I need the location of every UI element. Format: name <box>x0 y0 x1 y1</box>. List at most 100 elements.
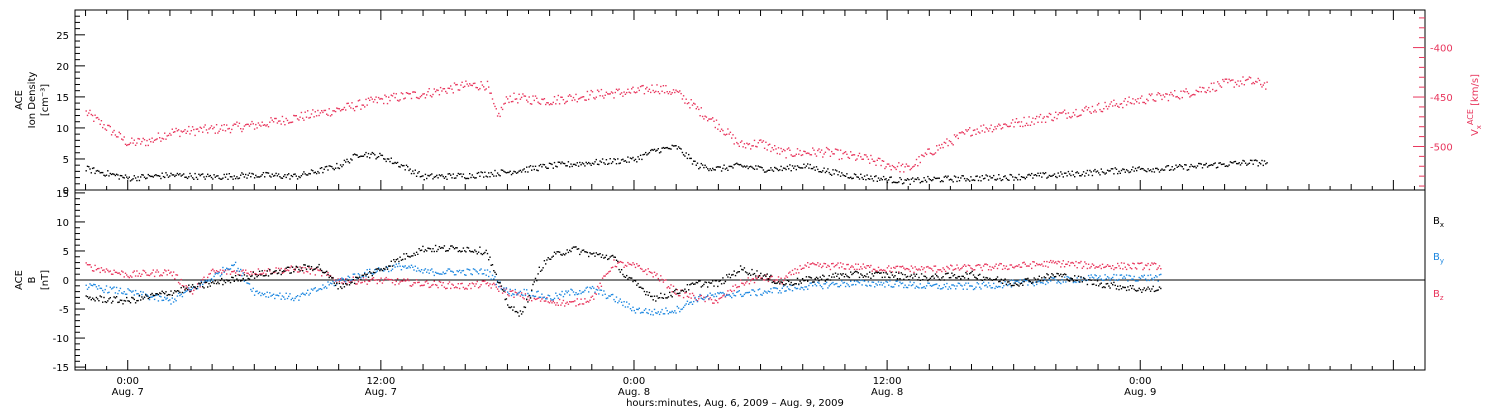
data-point <box>739 265 742 267</box>
data-point <box>205 175 208 178</box>
data-point <box>1001 287 1004 289</box>
data-point <box>1048 174 1051 177</box>
data-point <box>738 271 740 273</box>
data-point <box>1190 163 1192 166</box>
data-point <box>1142 168 1144 170</box>
data-point <box>1220 86 1223 88</box>
data-point <box>1085 279 1087 281</box>
data-point <box>194 286 196 288</box>
data-point <box>290 121 292 124</box>
data-point <box>1024 178 1026 180</box>
data-point <box>517 292 519 295</box>
data-point <box>963 133 966 135</box>
data-point <box>485 88 487 90</box>
data-point <box>434 244 437 247</box>
data-point <box>524 306 527 309</box>
data-point <box>496 288 499 290</box>
data-point <box>696 300 699 302</box>
data-point <box>609 158 611 160</box>
data-point <box>571 247 573 249</box>
data-point <box>475 177 477 179</box>
data-point <box>367 276 370 278</box>
data-point <box>857 281 859 283</box>
data-point <box>262 272 265 274</box>
data-point <box>586 251 589 254</box>
data-point <box>1039 264 1042 266</box>
top-y2label: VxACE [km/s] <box>1466 74 1483 136</box>
data-point <box>1093 170 1095 172</box>
data-point <box>885 271 887 273</box>
data-point <box>419 249 422 252</box>
data-point <box>1118 170 1120 173</box>
data-point <box>480 252 482 255</box>
data-point <box>951 179 953 181</box>
data-point <box>166 297 168 299</box>
data-point <box>915 158 918 161</box>
data-point <box>1152 263 1154 265</box>
data-point <box>509 95 511 97</box>
data-point <box>962 288 964 290</box>
data-point <box>167 134 170 137</box>
data-point <box>491 98 494 100</box>
data-point <box>380 97 382 100</box>
data-point <box>596 89 599 91</box>
data-point <box>203 276 205 278</box>
data-point <box>888 276 890 278</box>
data-point <box>979 132 981 134</box>
data-point <box>1194 94 1196 96</box>
data-point <box>746 280 748 283</box>
data-point <box>620 301 623 303</box>
data-point <box>317 170 319 173</box>
data-point <box>1027 277 1029 280</box>
data-point <box>836 275 838 277</box>
data-point <box>877 271 880 273</box>
data-point <box>1025 122 1028 125</box>
data-point <box>906 178 909 180</box>
data-point <box>852 266 854 268</box>
data-point <box>825 266 828 268</box>
data-point <box>689 157 691 160</box>
data-point <box>403 253 405 255</box>
data-point <box>1217 166 1219 168</box>
data-point <box>750 280 752 282</box>
data-point <box>185 287 187 289</box>
data-point <box>1157 289 1159 291</box>
data-point <box>690 99 692 101</box>
data-point <box>922 279 924 281</box>
data-point <box>799 167 801 169</box>
data-point <box>699 166 701 169</box>
data-point <box>477 251 480 253</box>
data-point <box>818 148 820 150</box>
data-point <box>227 280 229 282</box>
data-point <box>136 293 138 295</box>
data-point <box>361 281 363 284</box>
data-point <box>796 268 799 271</box>
data-point <box>762 275 765 277</box>
data-point <box>503 287 505 289</box>
data-point <box>824 280 827 282</box>
data-point <box>931 285 933 287</box>
data-point <box>1239 80 1242 82</box>
data-point <box>407 255 409 257</box>
data-point <box>812 285 814 287</box>
data-point <box>328 108 330 110</box>
data-point <box>666 287 668 289</box>
data-point <box>913 271 915 274</box>
data-point <box>256 176 258 178</box>
data-point <box>777 169 780 172</box>
data-point <box>717 292 719 294</box>
data-point <box>841 280 843 282</box>
data-point <box>428 272 430 274</box>
data-point <box>746 272 748 274</box>
data-point <box>805 165 808 167</box>
data-point <box>991 287 994 289</box>
data-point <box>437 89 439 92</box>
data-point <box>1158 171 1161 173</box>
data-point <box>690 283 692 285</box>
data-point <box>671 296 673 298</box>
data-point <box>594 98 596 100</box>
data-point <box>1206 166 1209 168</box>
data-point <box>634 92 637 94</box>
data-point <box>526 166 528 168</box>
data-point <box>489 283 491 285</box>
